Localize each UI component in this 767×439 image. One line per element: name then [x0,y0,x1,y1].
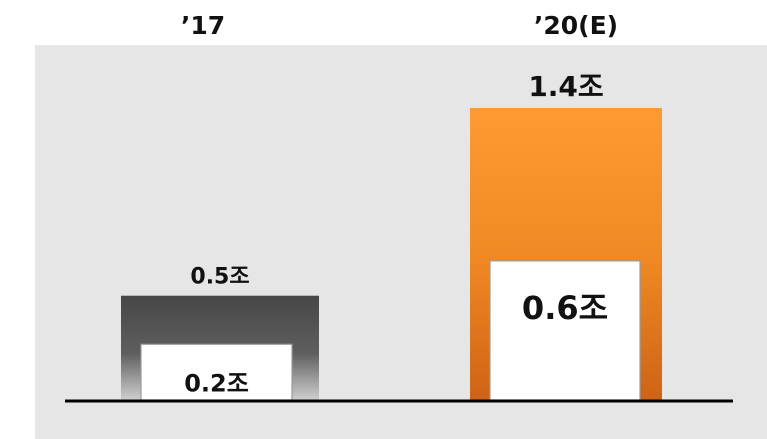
data-label-subset: 0.6조 [522,289,608,327]
category-label: ’20(E) [534,11,618,40]
data-label-total: 1.4조 [528,70,603,103]
data-label-total: 0.5조 [190,265,249,290]
category-label: ’17 [181,11,225,40]
bar-subset [490,261,640,400]
data-label-subset: 0.2조 [184,369,249,397]
